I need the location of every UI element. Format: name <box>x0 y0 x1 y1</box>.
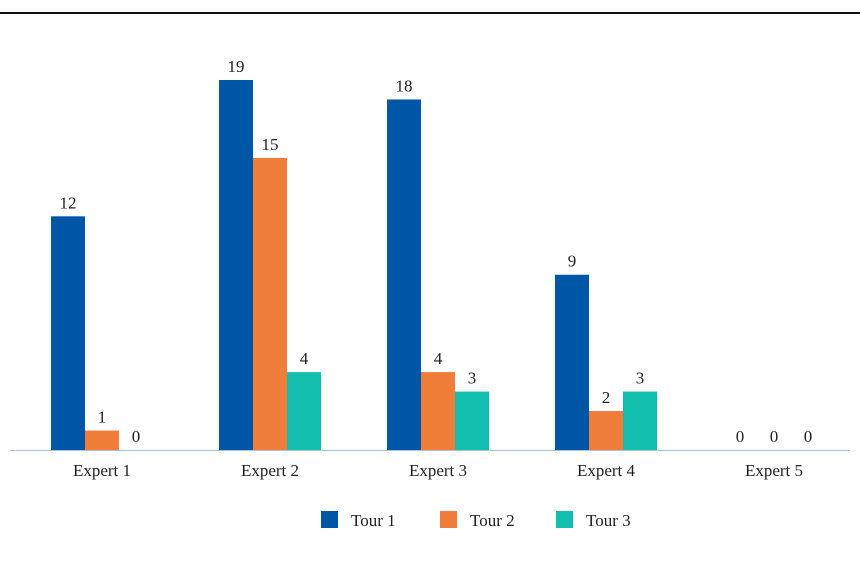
x-tick-label: Expert 5 <box>745 461 803 480</box>
legend-swatch <box>321 511 338 528</box>
bar-expert-2-tour-1 <box>219 80 253 450</box>
bar-expert-3-tour-1 <box>387 99 421 450</box>
bar-expert-2-tour-2 <box>253 157 287 451</box>
x-tick-label: Expert 1 <box>73 461 131 480</box>
data-labels-layer: 12 1 0 19 15 4 18 4 3 9 2 3 0 0 0 <box>60 57 813 446</box>
data-label: 9 <box>568 252 577 271</box>
bar-expert-3-tour-2 <box>421 372 455 450</box>
data-label: 0 <box>804 427 813 446</box>
legend-swatch <box>440 511 457 528</box>
legend-label: Tour 2 <box>470 511 515 530</box>
bar-expert-2-tour-3 <box>287 372 321 450</box>
legend-swatch <box>556 511 573 528</box>
x-tick-label: Expert 3 <box>409 461 467 480</box>
data-label: 0 <box>736 427 745 446</box>
bars-layer <box>51 80 657 451</box>
data-label: 4 <box>434 349 443 368</box>
x-tick-label: Expert 2 <box>241 461 299 480</box>
data-label: 15 <box>262 135 279 154</box>
bar-expert-3-tour-3 <box>455 391 489 450</box>
data-label: 19 <box>228 57 245 76</box>
legend-label: Tour 3 <box>586 511 631 530</box>
data-label: 0 <box>132 427 141 446</box>
data-label: 4 <box>300 349 309 368</box>
x-tick-label: Expert 4 <box>577 461 636 480</box>
data-label: 3 <box>636 369 645 388</box>
x-tick-labels-layer: Expert 1 Expert 2 Expert 3 Expert 4 Expert 5 <box>73 461 803 480</box>
data-label: 18 <box>396 76 413 95</box>
bar-expert-4-tour-3 <box>623 391 657 450</box>
data-label: 12 <box>60 193 77 212</box>
bar-expert-1-tour-2 <box>85 430 119 450</box>
data-label: 0 <box>770 427 779 446</box>
top-border-rule <box>0 12 860 14</box>
legend-label: Tour 1 <box>351 511 396 530</box>
data-label: 3 <box>468 369 477 388</box>
data-label: 2 <box>602 388 611 407</box>
bar-expert-1-tour-1 <box>51 216 85 450</box>
data-label: 1 <box>98 408 107 427</box>
bar-expert-4-tour-2 <box>589 411 623 450</box>
legend: Tour 1 Tour 2 Tour 3 <box>321 511 631 530</box>
bar-expert-4-tour-1 <box>555 274 589 450</box>
